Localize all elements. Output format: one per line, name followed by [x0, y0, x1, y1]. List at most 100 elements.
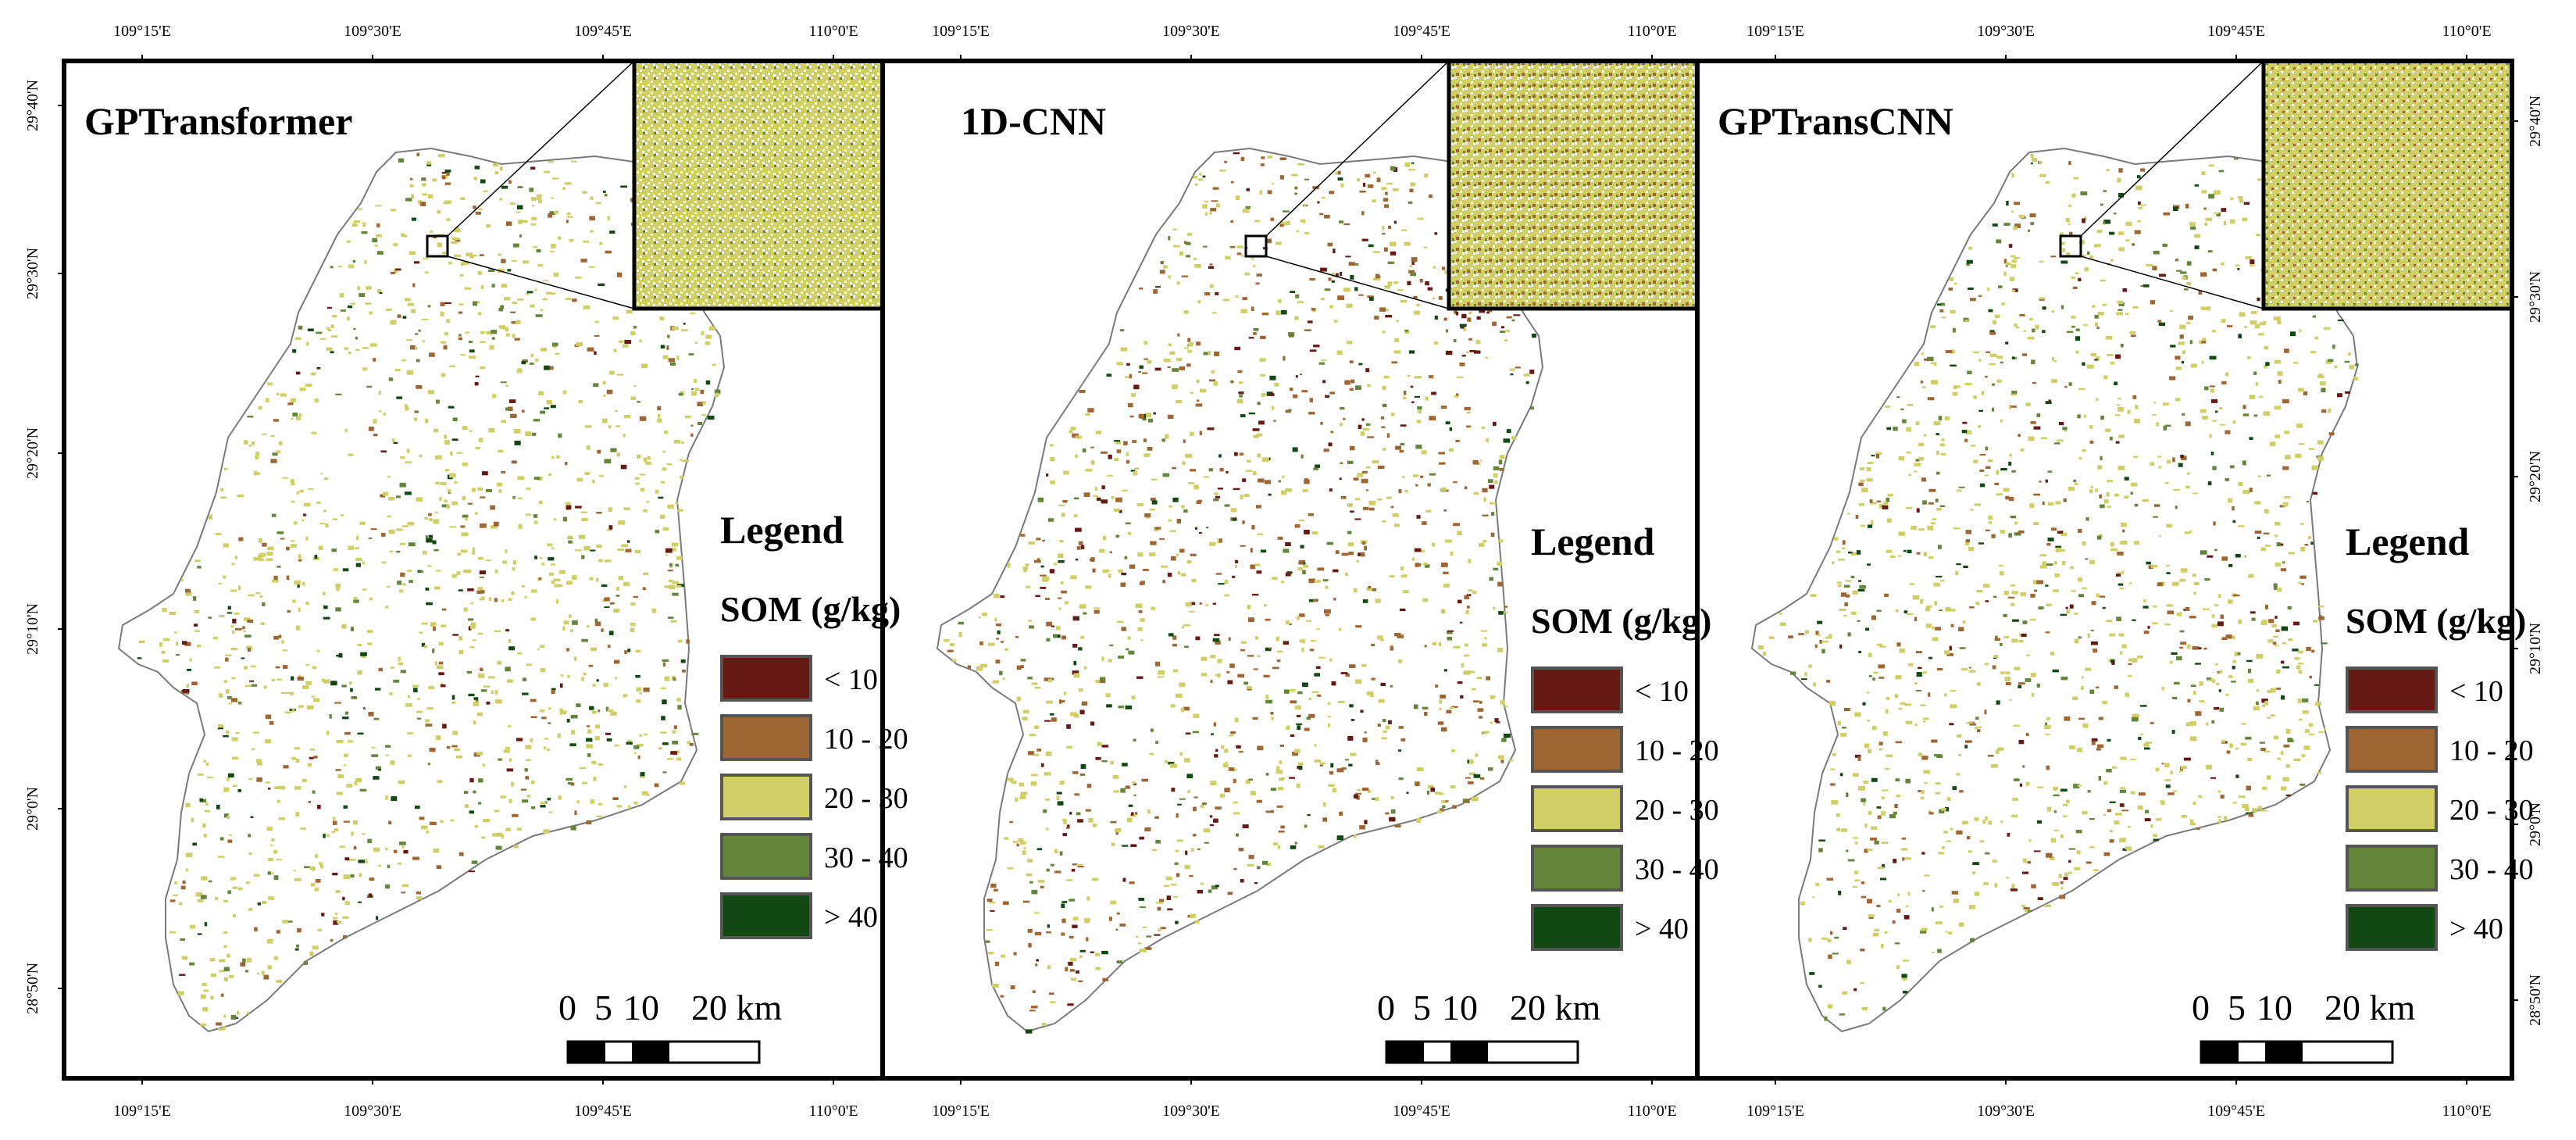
som-pixel: [295, 625, 301, 631]
som-pixel: [1209, 541, 1216, 546]
som-pixel: [1302, 489, 1308, 493]
som-pixel: [311, 883, 316, 887]
som-pixel: [1922, 386, 1926, 388]
som-pixel: [1302, 570, 1306, 575]
som-pixel: [1400, 229, 1408, 231]
som-pixel: [1278, 480, 1281, 483]
som-pixel: [2230, 197, 2234, 201]
som-pixel: [2059, 422, 2064, 426]
som-pixel: [421, 177, 426, 181]
som-pixel: [1484, 356, 1489, 359]
som-pixel: [2125, 221, 2132, 227]
som-pixel: [1875, 454, 1880, 459]
som-pixel: [1246, 188, 1250, 191]
som-pixel: [1915, 421, 1920, 426]
som-pixel: [1364, 731, 1367, 734]
som-pixel: [2078, 388, 2085, 391]
som-pixel: [2091, 741, 2096, 745]
som-pixel: [2175, 398, 2181, 402]
som-pixel: [1046, 827, 1049, 831]
som-pixel: [2181, 815, 2187, 818]
som-pixel: [1116, 449, 1121, 453]
som-pixel: [1486, 676, 1490, 681]
som-pixel: [1165, 759, 1168, 764]
som-pixel: [253, 874, 260, 877]
som-pixel: [1297, 762, 1304, 766]
som-pixel: [462, 514, 469, 518]
som-pixel: [2301, 754, 2306, 758]
som-pixel: [1176, 358, 1183, 361]
som-pixel: [1062, 818, 1067, 821]
bottom-tick-label: 109°30'E: [344, 1102, 401, 1120]
som-pixel: [2119, 803, 2125, 807]
som-pixel: [1905, 506, 1913, 509]
top-tick-label: 109°45'E: [1393, 23, 1450, 40]
som-pixel: [1427, 483, 1431, 487]
som-pixel: [393, 441, 398, 444]
som-pixel: [2073, 613, 2078, 615]
som-pixel: [2011, 470, 2016, 473]
som-pixel: [1201, 673, 1208, 677]
som-pixel: [353, 327, 356, 331]
som-pixel: [249, 680, 255, 682]
som-pixel: [2153, 838, 2160, 842]
som-pixel: [2027, 909, 2032, 912]
som-pixel: [1504, 606, 1508, 608]
som-pixel: [1847, 859, 1855, 862]
som-pixel: [1076, 812, 1081, 816]
som-pixel: [2014, 202, 2020, 205]
som-pixel: [2029, 618, 2036, 621]
som-pixel: [2257, 806, 2262, 810]
som-pixel: [2250, 259, 2255, 264]
som-pixel: [623, 434, 626, 438]
som-pixel: [1318, 656, 1325, 659]
som-pixel: [2175, 366, 2182, 370]
som-pixel: [1115, 497, 1122, 502]
som-pixel: [1958, 754, 1961, 756]
som-pixel: [511, 591, 515, 595]
som-pixel: [462, 462, 468, 466]
som-pixel: [2063, 877, 2068, 881]
som-pixel: [1168, 762, 1175, 765]
som-pixel: [474, 824, 478, 828]
som-pixel: [1168, 633, 1174, 637]
som-pixel: [2181, 456, 2187, 461]
som-pixel: [266, 552, 273, 556]
som-pixel: [2119, 587, 2125, 590]
som-pixel: [1036, 959, 1040, 962]
som-pixel: [2053, 561, 2057, 565]
som-pixel: [2107, 354, 2114, 356]
som-pixel: [286, 692, 291, 694]
som-pixel: [464, 287, 472, 290]
som-pixel: [1247, 617, 1254, 623]
som-pixel: [1140, 618, 1145, 622]
som-pixel: [1361, 211, 1365, 216]
som-pixel: [1208, 379, 1216, 382]
som-pixel: [543, 829, 550, 834]
som-pixel: [1051, 625, 1055, 627]
som-pixel: [1075, 970, 1079, 974]
som-pixel: [1072, 917, 1079, 920]
som-pixel: [2103, 499, 2109, 504]
som-pixel: [344, 711, 349, 715]
som-pixel: [1818, 848, 1823, 852]
legend-swatch: [2346, 666, 2438, 713]
som-pixel: [1209, 815, 1213, 818]
som-pixel: [1832, 952, 1839, 955]
som-pixel: [1122, 763, 1128, 767]
som-pixel: [670, 751, 678, 755]
som-pixel: [714, 389, 721, 395]
som-pixel: [1450, 749, 1455, 752]
som-pixel: [378, 769, 381, 771]
som-pixel: [486, 331, 492, 335]
som-pixel: [227, 839, 233, 843]
som-pixel: [2045, 631, 2050, 634]
som-pixel: [2082, 810, 2088, 815]
som-pixel: [1972, 862, 1979, 866]
som-pixel: [1176, 400, 1183, 403]
som-pixel: [451, 438, 458, 441]
som-pixel: [412, 283, 416, 288]
som-pixel: [313, 756, 318, 759]
som-pixel: [476, 752, 483, 756]
som-pixel: [1115, 534, 1120, 538]
